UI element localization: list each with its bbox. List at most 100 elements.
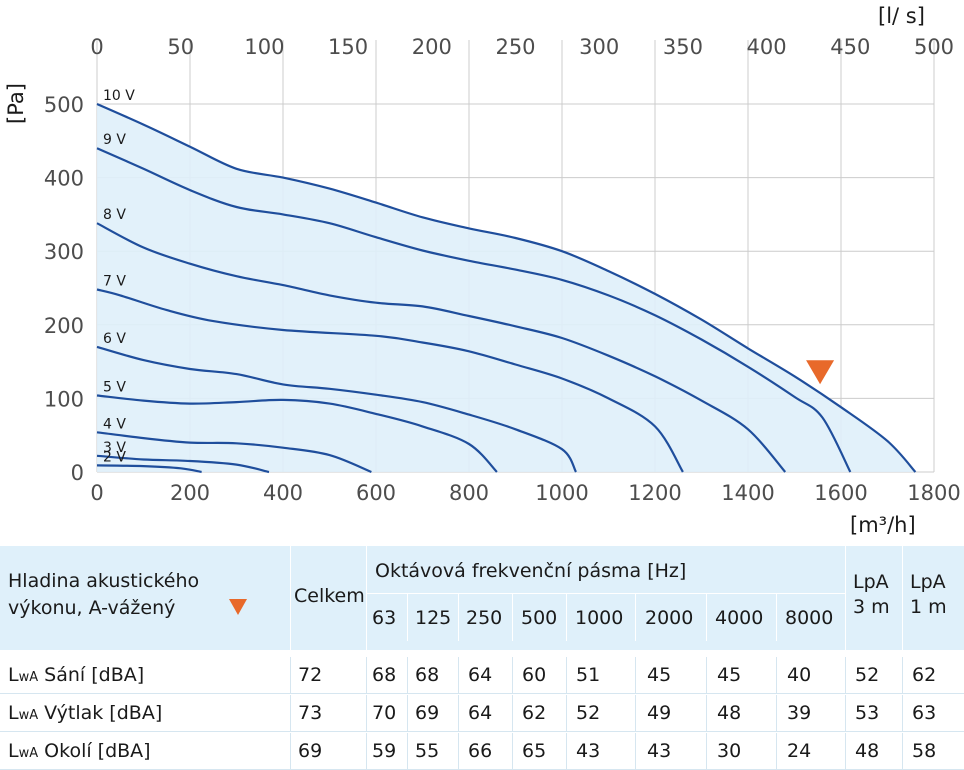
- y-tick-label: 400: [44, 167, 84, 191]
- x2-tick-label: 300: [579, 35, 619, 59]
- x2-tick-label: 450: [830, 35, 870, 59]
- table-cell: 63: [912, 702, 937, 724]
- curve-label: 10 V: [103, 88, 135, 104]
- curve-8v: [96, 222, 787, 473]
- lpa3-header-line1: LpA: [853, 571, 889, 593]
- curve-label: 5 V: [103, 379, 126, 395]
- x-tick-label: 1800: [907, 481, 960, 505]
- cell-divider: [366, 657, 367, 693]
- header-divider: [635, 593, 636, 641]
- cell-divider: [566, 657, 567, 693]
- freq-header: 1000: [575, 607, 624, 629]
- x2-tick-label: 100: [244, 35, 284, 59]
- row-label: LwA Okolí [dBA]: [8, 740, 151, 762]
- cell-divider: [566, 733, 567, 769]
- table-cell: 48: [717, 702, 742, 724]
- curve-labels: 10 V 9 V 8 V 7 V 6 V 5 V 4 V 3 V2 V: [103, 88, 135, 465]
- operating-area: [97, 104, 916, 472]
- y-unit-label: [Pa]: [4, 83, 28, 124]
- cell-divider: [366, 733, 367, 769]
- cell-divider: [512, 695, 513, 731]
- table-cell: 24: [787, 740, 812, 762]
- cell-divider: [845, 657, 846, 693]
- x2-unit-label: [l/ s]: [878, 4, 925, 28]
- octave-header: Oktávová frekvenční pásma [Hz]: [375, 560, 687, 582]
- table-cell: 45: [647, 664, 672, 686]
- cell-divider: [845, 695, 846, 731]
- header-divider: [366, 546, 367, 650]
- curve-label: 9 V: [103, 132, 126, 148]
- table-cell: 64: [468, 664, 493, 686]
- acoustic-table: Hladina akustického výkonu, A-vážený Cel…: [0, 546, 964, 770]
- x-unit-label: [m³/h]: [850, 513, 916, 537]
- table-cell: 70: [372, 702, 397, 724]
- table-cell: 64: [468, 702, 493, 724]
- curve-5v: [96, 394, 498, 473]
- freq-header: 63: [372, 607, 397, 629]
- table-cell: 68: [372, 664, 397, 686]
- y-tick-labels: 0 100 200 300 400 500: [44, 93, 84, 485]
- cell-divider: [635, 657, 636, 693]
- row-label: LwA Výtlak [dBA]: [8, 702, 163, 724]
- cell-divider: [635, 695, 636, 731]
- table-cell: 49: [647, 702, 672, 724]
- cell-divider: [290, 733, 291, 769]
- table-cell: 53: [855, 702, 880, 724]
- freq-header: 8000: [785, 607, 834, 629]
- x2-tick-label: 200: [412, 35, 452, 59]
- table-cell: 52: [855, 664, 880, 686]
- table-cell: 52: [576, 702, 601, 724]
- cell-divider: [458, 733, 459, 769]
- total-header: Celkem: [294, 585, 365, 607]
- header-label-line2: výkonu, A-vážený: [8, 597, 176, 619]
- x2-tick-label: 0: [90, 35, 103, 59]
- x2-tick-label: 50: [167, 35, 194, 59]
- curve-9v: [96, 147, 852, 473]
- cell-divider: [407, 733, 408, 769]
- header-label-line1: Hladina akustického: [8, 570, 200, 592]
- table-header: [0, 546, 964, 650]
- x2-tick-label: 350: [663, 35, 703, 59]
- header-divider: [290, 546, 291, 650]
- x2-tick-label: 400: [747, 35, 787, 59]
- table-cell: 66: [468, 740, 493, 762]
- x-tick-label: 1200: [628, 481, 681, 505]
- operating-point-legend-icon: [229, 599, 247, 615]
- x2-tick-label: 150: [328, 35, 368, 59]
- table-row: LwA Okolí [dBA] 69 59 55 66 65 43 43 30 24 48 58: [0, 733, 964, 770]
- x-tick-label: 0: [90, 481, 103, 505]
- table-cell: 59: [372, 740, 397, 762]
- table-cell: 62: [912, 664, 937, 686]
- cell-divider: [706, 657, 707, 693]
- curve-label: 2 V: [103, 449, 126, 465]
- table-cell: 55: [415, 740, 440, 762]
- table-cell: 69: [298, 740, 323, 762]
- y-tick-label: 500: [44, 93, 84, 117]
- cell-divider: [407, 695, 408, 731]
- table-cell: 51: [576, 664, 601, 686]
- cell-divider: [407, 657, 408, 693]
- curve-4v: [96, 431, 372, 474]
- cell-divider: [776, 657, 777, 693]
- cell-divider: [566, 695, 567, 731]
- cell-divider: [845, 733, 846, 769]
- y-tick-label: 0: [71, 461, 84, 485]
- cell-divider: [366, 695, 367, 731]
- header-divider: [706, 593, 707, 641]
- cell-divider: [776, 695, 777, 731]
- cell-divider: [902, 733, 903, 769]
- cell-divider: [635, 733, 636, 769]
- cell-divider: [776, 733, 777, 769]
- curve-7v: [96, 288, 684, 473]
- lpa1-header-line1: LpA: [910, 571, 946, 593]
- lpa3-header-line2: 3 m: [853, 596, 890, 618]
- table-cell: 43: [576, 740, 601, 762]
- table-cell: 39: [787, 702, 812, 724]
- table-cell: 62: [522, 702, 547, 724]
- table-cell: 58: [912, 740, 937, 762]
- cell-divider: [290, 657, 291, 693]
- header-divider: [458, 593, 459, 641]
- x2-tick-labels: 0 50 100 150 200 250 300 350 400 450 500: [90, 35, 954, 59]
- freq-header: 500: [521, 607, 558, 629]
- header-divider: [512, 593, 513, 641]
